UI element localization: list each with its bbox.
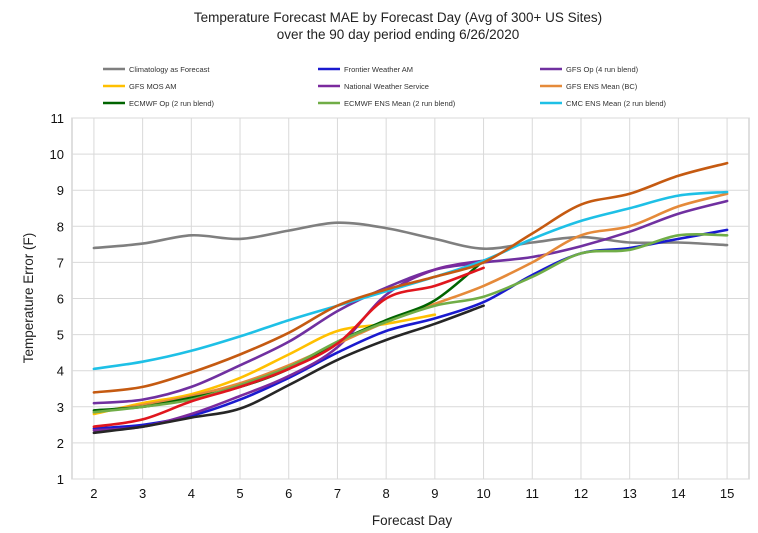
- legend-label: Climatology as Forecast: [129, 65, 210, 74]
- x-tick-label: 13: [622, 486, 636, 501]
- y-tick-label: 2: [57, 436, 64, 451]
- y-tick-label: 1: [57, 472, 64, 487]
- x-tick-label: 14: [671, 486, 685, 501]
- x-tick-label: 8: [383, 486, 390, 501]
- y-tick-label: 5: [57, 328, 64, 343]
- x-tick-label: 2: [90, 486, 97, 501]
- x-tick-label: 6: [285, 486, 292, 501]
- series-line-8: [92, 232, 729, 414]
- y-axis-label: Temperature Error (F): [21, 233, 36, 364]
- y-tick-label: 10: [50, 147, 64, 162]
- y-tick-label: 7: [57, 255, 64, 270]
- legend-label: GFS Op (4 run blend): [566, 65, 639, 74]
- chart-subtitle: over the 90 day period ending 6/26/2020: [277, 27, 519, 42]
- x-tick-label: 15: [720, 486, 734, 501]
- y-tick-labels: 1 2 3 4 5 6 7 8 9 10 11: [50, 111, 64, 487]
- legend: Climatology as Forecast Frontier Weather …: [103, 65, 667, 125]
- series-line-10: [92, 266, 485, 428]
- series-line-12: [92, 304, 485, 435]
- legend-label: ECMWF Op (2 run blend): [129, 99, 215, 108]
- y-tick-label: 4: [57, 364, 64, 379]
- x-tick-label: 5: [236, 486, 243, 501]
- x-tick-labels: 2 3 4 5 6 7 8 9 10 11 12 13 14 15: [90, 486, 734, 501]
- series-line-1: [92, 221, 729, 251]
- legend-label: Frontier Weather AM: [344, 65, 413, 74]
- x-tick-label: 12: [574, 486, 588, 501]
- legend-label: National Weather Service: [344, 82, 429, 91]
- series-line-3: [92, 199, 729, 405]
- y-tick-label: 6: [57, 292, 64, 307]
- series-line-11: [92, 161, 729, 394]
- legend-label: GFS ENS Mean (BC): [566, 82, 638, 91]
- y-tick-label: 9: [57, 183, 64, 198]
- x-tick-label: 4: [188, 486, 195, 501]
- x-tick-label: 7: [334, 486, 341, 501]
- grid: [72, 117, 749, 480]
- chart-title: Temperature Forecast MAE by Forecast Day…: [194, 10, 602, 25]
- y-tick-label: 11: [51, 111, 65, 126]
- x-tick-label: 3: [139, 486, 146, 501]
- x-tick-label: 10: [476, 486, 490, 501]
- series-lines: [92, 161, 729, 435]
- x-tick-label: 9: [431, 486, 438, 501]
- x-tick-label: 11: [526, 486, 540, 501]
- y-tick-label: 3: [57, 400, 64, 415]
- x-axis-label: Forecast Day: [372, 513, 453, 528]
- y-tick-label: 8: [57, 219, 64, 234]
- legend-label: CMC ENS Mean (2 run blend): [566, 99, 667, 108]
- legend-label: ECMWF ENS Mean (2 run blend): [344, 99, 456, 108]
- legend-label: GFS MOS AM: [129, 82, 177, 91]
- series-line-2: [92, 228, 729, 430]
